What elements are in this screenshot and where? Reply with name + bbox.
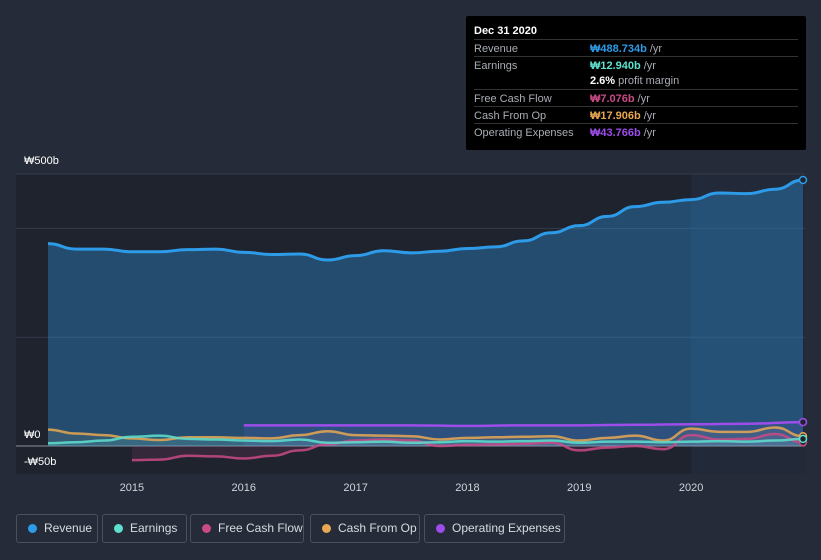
y-axis-label-bottom: -₩50b <box>24 456 57 468</box>
x-tick-label: 2016 <box>231 482 255 494</box>
y-axis-label-zero: ₩0 <box>24 429 41 441</box>
earnings-line <box>47 434 804 445</box>
operating-expenses-endpoint <box>798 417 808 427</box>
legend-label: Operating Expenses <box>452 521 561 535</box>
legend-label: Earnings <box>130 521 178 535</box>
free-cash-flow-line <box>131 432 804 462</box>
tooltip-row-revenue: Revenue ₩488.734b/yr <box>474 39 798 57</box>
free-cash-flow-dot-icon <box>202 524 211 533</box>
legend-label: Revenue <box>44 521 93 535</box>
tooltip: Dec 31 2020 Revenue ₩488.734b/yr Earning… <box>466 16 806 150</box>
y-axis-label-top: ₩500b <box>24 155 59 167</box>
x-tick-label: 2020 <box>679 482 703 494</box>
tooltip-label: Earnings <box>474 60 518 72</box>
earnings-area <box>48 435 803 446</box>
tooltip-label: Free Cash Flow <box>474 93 552 105</box>
tooltip-value: ₩488.734b/yr <box>590 43 663 55</box>
tooltip-row-operating-expenses: Operating Expenses ₩43.766b/yr <box>474 123 798 141</box>
tooltip-value: ₩7.076b/yr <box>590 93 650 105</box>
tooltip-row-profit-margin: 2.6% profit margin <box>474 72 798 89</box>
revenue-area <box>48 179 803 446</box>
tooltip-row-free-cash-flow: Free Cash Flow ₩7.076b/yr <box>474 89 798 107</box>
tooltip-value: ₩43.766b/yr <box>590 127 656 139</box>
operating-expenses-dot-icon <box>436 524 445 533</box>
x-tick-label: 2019 <box>567 482 591 494</box>
x-tick-label: 2017 <box>343 482 367 494</box>
cash-from-op-line <box>47 426 804 442</box>
legend-item-free-cash-flow[interactable]: Free Cash Flow <box>190 514 304 543</box>
revenue-line <box>47 178 804 262</box>
tooltip-label: Revenue <box>474 43 519 55</box>
legend-item-cash-from-op[interactable]: Cash From Op <box>310 514 420 543</box>
revenue-endpoint <box>798 175 808 185</box>
revenue-dot-icon <box>28 524 37 533</box>
legend-label: Free Cash Flow <box>218 521 303 535</box>
legend-item-operating-expenses[interactable]: Operating Expenses <box>424 514 565 543</box>
tooltip-label: Operating Expenses <box>474 127 574 139</box>
x-tick-label: 2015 <box>120 482 144 494</box>
tooltip-value: 2.6% profit margin <box>590 75 680 87</box>
tooltip-row-cash-from-op: Cash From Op ₩17.906b/yr <box>474 106 798 124</box>
tooltip-date: Dec 31 2020 <box>474 25 537 37</box>
tooltip-value: ₩17.906b/yr <box>590 110 656 122</box>
earnings-dot-icon <box>114 524 123 533</box>
tooltip-label: Cash From Op <box>474 110 547 122</box>
earnings-endpoint <box>798 434 808 444</box>
tooltip-row-earnings: Earnings ₩12.940b/yr <box>474 56 798 74</box>
cash-from-op-dot-icon <box>322 524 331 533</box>
operating-expenses-line <box>243 420 804 428</box>
tooltip-value: ₩12.940b/yr <box>590 60 656 72</box>
legend-item-revenue[interactable]: Revenue <box>16 514 98 543</box>
legend-label: Cash From Op <box>338 521 417 535</box>
x-tick-label: 2018 <box>455 482 479 494</box>
legend-item-earnings[interactable]: Earnings <box>102 514 187 543</box>
